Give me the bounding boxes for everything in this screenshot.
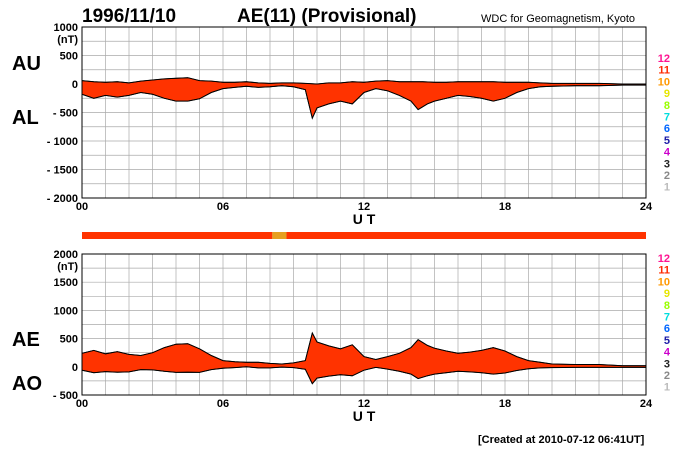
station-count-legend-item: 5	[664, 335, 670, 347]
series-line-ae	[81, 331, 646, 367]
y-tick-label: 500	[60, 51, 78, 63]
plot-frame	[81, 253, 647, 396]
date-title: 1996/11/10	[82, 6, 176, 27]
station-count-legend-item: 10	[658, 276, 670, 288]
series-line-au	[81, 77, 646, 85]
station-indicator-bar	[82, 232, 646, 239]
series-label-al: AL	[12, 107, 39, 129]
indicator-segment	[286, 232, 646, 239]
station-count-legend-item: 7	[664, 312, 670, 324]
station-count-legend-item: 9	[664, 88, 670, 100]
station-count-legend-item: 1	[664, 182, 670, 194]
x-tick-label: 12	[358, 201, 370, 213]
station-count-legend-item: 8	[664, 300, 670, 312]
series-line-ao	[81, 366, 646, 385]
y-tick-label: - 500	[53, 108, 78, 120]
unit-label: (nT)	[57, 261, 78, 273]
x-tick-label: 24	[640, 201, 653, 213]
x-axis-label: U T	[353, 408, 376, 424]
station-count-legend-item: 6	[664, 323, 670, 335]
station-count-legend-item: 2	[664, 370, 670, 382]
station-count-legend-item: 11	[658, 265, 670, 277]
y-tick-label: - 1000	[47, 136, 78, 148]
y-tick-label: 2000	[54, 249, 78, 261]
au-al-panel: 1000 500 0 - 500 - 1000 - 1500 - 2000 (nT) 00 06 1…	[12, 22, 671, 227]
y-tick-label: 1500	[54, 277, 78, 289]
unit-label: (nT)	[57, 34, 78, 46]
station-count-legend-item: 10	[658, 76, 670, 88]
y-tick-label: 1000	[54, 22, 78, 34]
station-count-legend-item: 5	[664, 135, 670, 147]
station-count-legend-item: 6	[664, 123, 670, 135]
x-tick-label: 24	[640, 398, 653, 410]
station-count-legend-item: 4	[664, 147, 671, 159]
plot-frame	[81, 26, 647, 199]
source-label: WDC for Geomagnetism, Kyoto	[481, 13, 635, 25]
station-count-legend-item: 9	[664, 288, 670, 300]
station-count-legend-item: 12	[658, 53, 670, 65]
created-note: [Created at 2010-07-12 06:41UT]	[478, 434, 645, 446]
indicator-segment	[82, 232, 273, 239]
station-count-legend-item: 3	[664, 358, 670, 370]
y-tick-label: - 2000	[47, 193, 78, 205]
series-label-ao: AO	[12, 373, 42, 395]
index-title: AE(11) (Provisional)	[237, 6, 417, 27]
station-count-legend-item: 8	[664, 100, 670, 112]
y-tick-label: 500	[60, 334, 78, 346]
x-tick-label: 06	[217, 201, 229, 213]
x-tick-label: 06	[217, 398, 229, 410]
x-tick-label: 12	[358, 398, 370, 410]
series-line-al	[81, 84, 646, 120]
station-count-legend-item: 12	[658, 253, 670, 265]
y-tick-label: 0	[72, 79, 78, 91]
station-count-legend-item: 11	[658, 65, 670, 77]
y-tick-label: - 500	[53, 390, 78, 402]
station-count-legend-item: 1	[664, 382, 670, 394]
indicator-segment	[272, 232, 287, 239]
station-count-legend-item: 7	[664, 112, 670, 124]
station-count-legend-item: 4	[664, 347, 671, 359]
series-label-ae: AE	[12, 329, 40, 351]
x-tick-label: 00	[76, 201, 88, 213]
x-tick-label: 18	[499, 398, 511, 410]
y-tick-label: 1000	[54, 305, 78, 317]
x-tick-label: 18	[499, 201, 511, 213]
x-tick-label: 00	[76, 398, 88, 410]
y-tick-label: 0	[72, 362, 78, 374]
series-label-au: AU	[12, 53, 41, 75]
station-count-legend-item: 3	[664, 158, 670, 170]
y-tick-label: - 1500	[47, 165, 78, 177]
x-axis-label: U T	[353, 211, 376, 227]
station-count-legend-item: 2	[664, 170, 670, 182]
